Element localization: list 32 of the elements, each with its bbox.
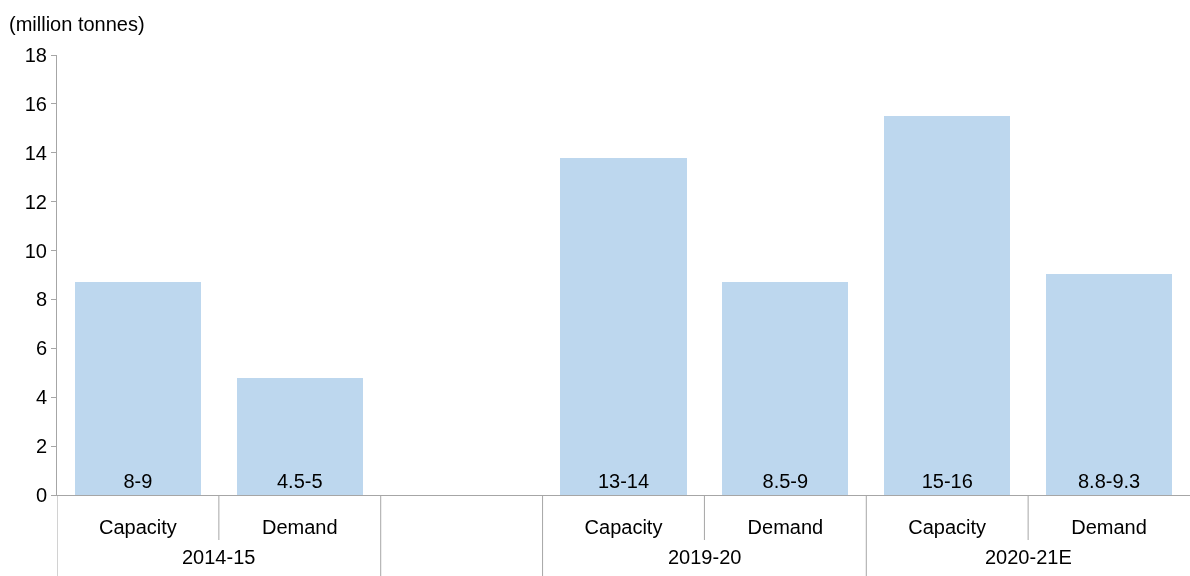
x-tick-label: Capacity <box>584 516 663 538</box>
text: 2019-20 <box>668 546 742 568</box>
bar <box>74 282 202 495</box>
y-tick-label: 0 <box>35 484 47 506</box>
x-tick-label: Capacity <box>908 516 987 538</box>
bar <box>236 377 363 495</box>
y-tick-label: 18 <box>24 44 47 66</box>
y-tick-label: 16 <box>24 92 47 115</box>
bar <box>560 157 687 495</box>
x-tick-label: Demand <box>747 516 824 538</box>
bar <box>1045 273 1173 495</box>
data-label: 4.5-5 <box>276 470 323 492</box>
text: 2014-15 <box>182 546 256 568</box>
bar <box>722 282 849 495</box>
y-tick-label: 6 <box>35 337 47 360</box>
data-label: 8.8-9.3 <box>1077 470 1141 492</box>
y-tick-label: 10 <box>24 239 47 262</box>
y-tick-label: 14 <box>24 141 47 164</box>
y-tick-label: 8 <box>35 288 47 311</box>
x-tick-label: Demand <box>1071 516 1147 538</box>
data-label: 15-16 <box>921 470 973 492</box>
y-axis-title: (million tonnes) <box>9 13 145 35</box>
bar <box>884 116 1011 495</box>
y-tick-label: 12 <box>24 190 47 213</box>
y-tick-label: 4 <box>35 386 47 409</box>
data-label: 8-9 <box>123 470 153 492</box>
x-tick-label: Demand <box>261 516 338 538</box>
data-label: 8.5-9 <box>762 470 809 492</box>
y-tick-label: 2 <box>35 435 47 458</box>
data-label: 13-14 <box>597 470 650 492</box>
x-tick-label: Capacity <box>99 516 177 538</box>
text: 2020-21E <box>985 546 1072 568</box>
